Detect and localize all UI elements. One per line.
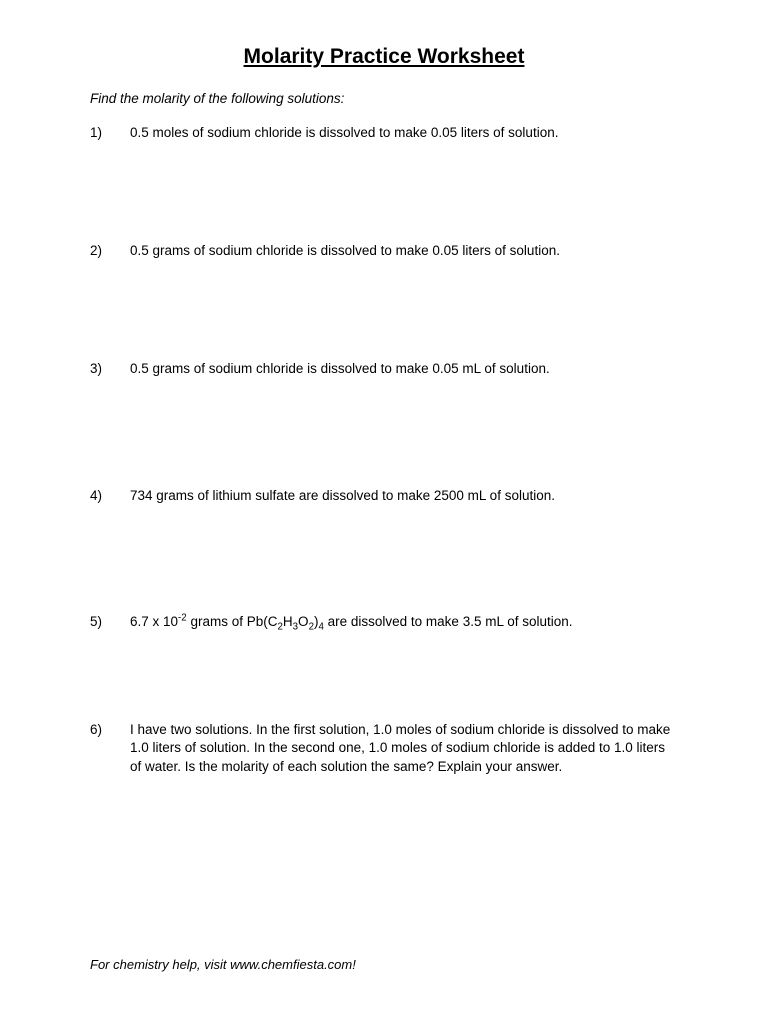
problem-text: 6.7 x 10-2 grams of Pb(C2H3O2)4 are diss… [130, 613, 678, 631]
problem-item: 5) 6.7 x 10-2 grams of Pb(C2H3O2)4 are d… [90, 613, 678, 631]
problem-number: 5) [90, 613, 130, 631]
footer-text: For chemistry help, visit www.chemfiesta… [90, 957, 356, 972]
problem-text: 0.5 moles of sodium chloride is dissolve… [130, 124, 678, 142]
problem-number: 2) [90, 242, 130, 260]
answer-space [90, 505, 678, 613]
problem-text: 0.5 grams of sodium chloride is dissolve… [130, 242, 678, 260]
problem-number: 6) [90, 721, 130, 776]
answer-space [90, 631, 678, 721]
instructions-text: Find the molarity of the following solut… [90, 91, 678, 106]
problem-number: 1) [90, 124, 130, 142]
problem-text: I have two solutions. In the first solut… [130, 721, 678, 776]
problem-text: 0.5 grams of sodium chloride is dissolve… [130, 360, 678, 378]
problem-item: 3) 0.5 grams of sodium chloride is disso… [90, 360, 678, 378]
problem-item: 4) 734 grams of lithium sulfate are diss… [90, 487, 678, 505]
problem-list: 1) 0.5 moles of sodium chloride is disso… [90, 124, 678, 776]
answer-space [90, 142, 678, 242]
answer-space [90, 379, 678, 487]
problem-number: 3) [90, 360, 130, 378]
worksheet-page: Molarity Practice Worksheet Find the mol… [0, 0, 768, 1024]
problem-text: 734 grams of lithium sulfate are dissolv… [130, 487, 678, 505]
problem-item: 6) I have two solutions. In the first so… [90, 721, 678, 776]
problem-number: 4) [90, 487, 130, 505]
problem-item: 1) 0.5 moles of sodium chloride is disso… [90, 124, 678, 142]
answer-space [90, 260, 678, 360]
problem-item: 2) 0.5 grams of sodium chloride is disso… [90, 242, 678, 260]
page-title: Molarity Practice Worksheet [90, 45, 678, 69]
